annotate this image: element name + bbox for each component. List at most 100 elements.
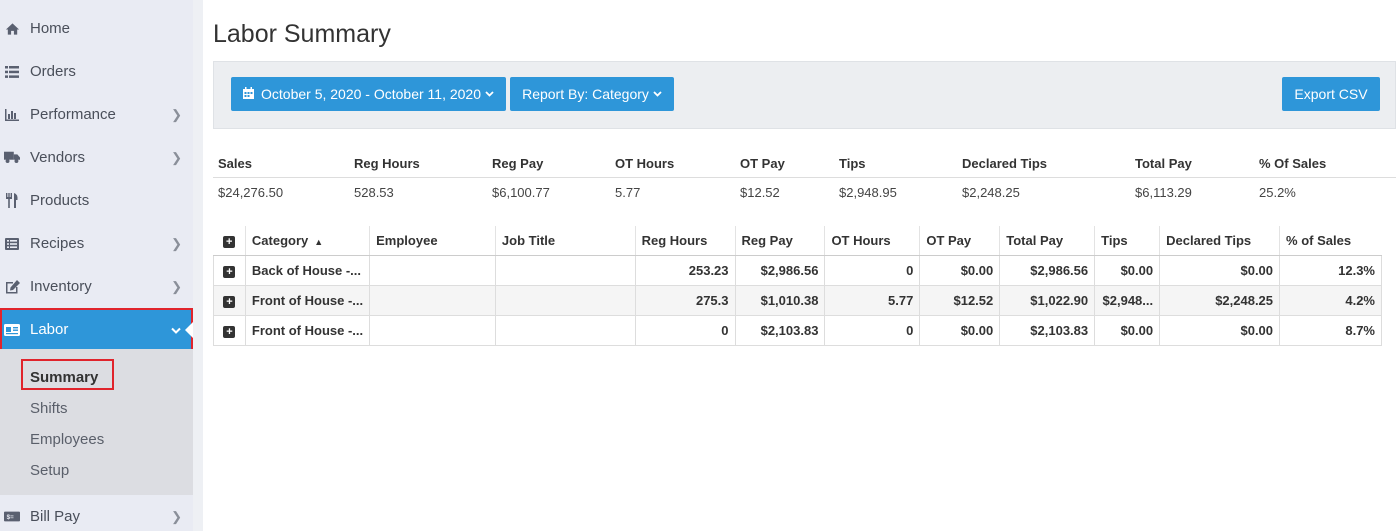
- expand-row-button[interactable]: +: [213, 254, 246, 286]
- cell-reg-hours: 275.3: [634, 284, 736, 316]
- sidebar-item-bill-pay[interactable]: $= Bill Pay ❯: [0, 495, 193, 531]
- cell-reg-pay: $2,103.83: [734, 314, 826, 346]
- sidebar-item-label: Vendors: [30, 149, 86, 166]
- sidebar-item-label: Inventory: [30, 278, 92, 295]
- cell-ot-pay: $12.52: [919, 284, 1001, 316]
- sidebar-item-inventory[interactable]: Inventory ❯: [0, 265, 193, 308]
- summary-value: $12.52: [740, 185, 780, 200]
- cell-reg-hours: 253.23: [634, 254, 736, 286]
- submenu-item-summary[interactable]: Summary: [30, 369, 99, 386]
- chevron-right-icon: ❯: [171, 278, 182, 294]
- sidebar-item-orders[interactable]: Orders: [0, 50, 193, 93]
- cell-job-title: [494, 314, 636, 346]
- chevron-right-icon: ❯: [171, 149, 182, 165]
- cell-ot-hours: 5.77: [824, 284, 921, 316]
- active-indicator: [185, 321, 193, 338]
- summary-header: Sales: [218, 156, 252, 171]
- column-header-ot-pay[interactable]: OT Pay: [919, 226, 1000, 256]
- sidebar-item-label: Recipes: [30, 235, 85, 252]
- money-icon: $=: [4, 511, 20, 522]
- sidebar: Home Orders Performance ❯ Vendors ❯ Prod…: [0, 0, 193, 531]
- sidebar-item-label: Products: [30, 192, 90, 209]
- report-by-button[interactable]: Report By: Category: [510, 77, 674, 111]
- summary-value: $2,948.95: [839, 185, 897, 200]
- list-icon: [4, 65, 20, 78]
- cell-category: Front of House -...: [244, 314, 371, 346]
- summary-value: 5.77: [615, 185, 641, 200]
- expand-all-button[interactable]: +: [213, 226, 246, 256]
- table-row: + Front of House -... 0 $2,103.83 0 $0.0…: [213, 314, 1382, 346]
- column-header-job-title[interactable]: Job Title: [494, 226, 636, 256]
- date-range-button[interactable]: October 5, 2020 - October 11, 2020: [231, 77, 506, 111]
- sidebar-item-label: Home: [30, 20, 71, 37]
- edit-icon: [4, 279, 20, 294]
- toolbar: October 5, 2020 - October 11, 2020 Repor…: [213, 61, 1396, 129]
- cell-ot-hours: 0: [824, 314, 921, 346]
- plus-icon: +: [223, 295, 236, 308]
- cell-pct-of-sales: 4.2%: [1279, 284, 1382, 316]
- cell-tips: $2,948...: [1094, 284, 1161, 316]
- plus-icon: +: [223, 325, 236, 338]
- cell-job-title: [494, 284, 636, 316]
- bar-chart-icon: [4, 108, 20, 121]
- sidebar-item-label: Labor: [30, 321, 69, 338]
- cell-employee: [369, 254, 496, 286]
- cell-total-pay: $2,103.83: [999, 314, 1096, 346]
- column-header-ot-hours[interactable]: OT Hours: [824, 226, 920, 256]
- sidebar-item-labor[interactable]: Labor: [0, 308, 193, 351]
- summary-value: $2,248.25: [962, 185, 1020, 200]
- cell-reg-pay: $2,986.56: [734, 254, 826, 286]
- expand-row-button[interactable]: +: [213, 314, 246, 346]
- summary-value: 528.53: [354, 185, 394, 200]
- table-row: + Back of House -... 253.23 $2,986.56 0 …: [213, 254, 1382, 286]
- submenu-item-setup[interactable]: Setup: [30, 462, 70, 479]
- summary-header: % Of Sales: [1259, 156, 1327, 171]
- page-title: Labor Summary: [213, 20, 391, 48]
- cell-tips: $0.00: [1094, 254, 1161, 286]
- column-header-total-pay[interactable]: Total Pay: [999, 226, 1095, 256]
- column-header-pct-of-sales[interactable]: % of Sales: [1279, 226, 1382, 256]
- column-header-employee[interactable]: Employee: [369, 226, 496, 256]
- column-header-declared-tips[interactable]: Declared Tips: [1159, 226, 1280, 256]
- table-row: + Front of House -... 275.3 $1,010.38 5.…: [213, 284, 1382, 316]
- cell-ot-hours: 0: [824, 254, 921, 286]
- sidebar-item-products[interactable]: Products: [0, 179, 193, 222]
- column-header-tips[interactable]: Tips: [1094, 226, 1160, 256]
- column-header-category[interactable]: Category ▲: [244, 226, 370, 256]
- chevron-right-icon: ❯: [171, 235, 182, 251]
- sidebar-item-home[interactable]: Home: [0, 7, 193, 50]
- cell-employee: [369, 284, 496, 316]
- submenu-item-shifts[interactable]: Shifts: [30, 400, 68, 417]
- cell-category: Front of House -...: [244, 284, 371, 316]
- sidebar-item-performance[interactable]: Performance ❯: [0, 93, 193, 136]
- utensils-icon: [4, 193, 20, 208]
- cell-job-title: [494, 254, 636, 286]
- cell-tips: $0.00: [1094, 314, 1161, 346]
- chevron-right-icon: ❯: [171, 106, 182, 122]
- sort-ascending-icon: ▲: [314, 236, 324, 247]
- cell-reg-hours: 0: [634, 314, 736, 346]
- labor-table: + Category ▲ Employee Job Title Reg Hours…: [213, 226, 1382, 346]
- export-csv-button[interactable]: Export CSV: [1282, 77, 1380, 111]
- submenu-item-employees[interactable]: Employees: [30, 431, 105, 448]
- plus-icon: +: [223, 235, 236, 248]
- sidebar-item-vendors[interactable]: Vendors ❯: [0, 136, 193, 179]
- summary-header: OT Hours: [615, 156, 675, 171]
- column-header-reg-hours[interactable]: Reg Hours: [634, 226, 736, 256]
- cell-total-pay: $2,986.56: [999, 254, 1096, 286]
- sidebar-gutter: [193, 0, 203, 531]
- home-icon: [4, 22, 20, 36]
- selection-highlight: [21, 359, 114, 390]
- chevron-down-icon: [485, 89, 494, 100]
- cell-total-pay: $1,022.90: [999, 284, 1096, 316]
- sidebar-item-recipes[interactable]: Recipes ❯: [0, 222, 193, 265]
- expand-row-button[interactable]: +: [213, 284, 246, 316]
- sidebar-item-label: Bill Pay: [30, 508, 81, 525]
- labor-submenu: Summary Shifts Employees Setup: [0, 349, 193, 495]
- summary-value: 25.2%: [1259, 185, 1296, 200]
- cell-declared-tips: $2,248.25: [1159, 284, 1281, 316]
- calendar-icon: [243, 86, 254, 102]
- cell-declared-tips: $0.00: [1159, 314, 1281, 346]
- column-header-reg-pay[interactable]: Reg Pay: [734, 226, 825, 256]
- summary-header: Reg Pay: [492, 156, 544, 171]
